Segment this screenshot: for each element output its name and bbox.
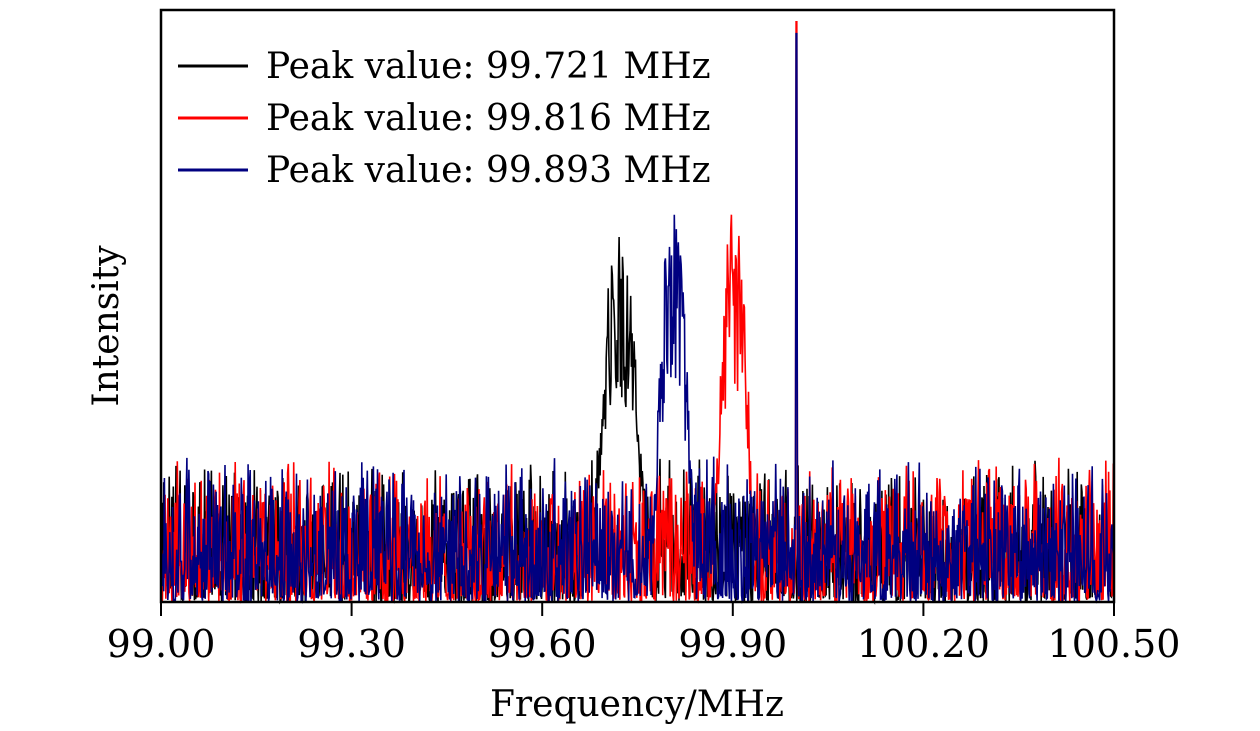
legend-entry: Peak value: 99.816 MHz <box>266 98 711 139</box>
x-ticks: 99.00 99.30 99.60 99.90 100.20 100.50 <box>107 602 1181 666</box>
series-layer <box>160 20 1115 605</box>
x-tick-label: 100.20 <box>857 622 990 666</box>
legend: Peak value: 99.721 MHz Peak value: 99.816… <box>178 46 711 191</box>
x-tick-label: 99.00 <box>107 622 216 666</box>
x-tick-label: 99.30 <box>297 622 406 666</box>
x-tick-label: 100.50 <box>1048 622 1181 666</box>
legend-entry: Peak value: 99.893 MHz <box>266 150 711 191</box>
y-axis-label: Intensity <box>86 245 127 407</box>
x-axis-label: Frequency/MHz <box>490 684 784 725</box>
x-tick-label: 99.90 <box>678 622 787 666</box>
legend-entry: Peak value: 99.721 MHz <box>266 46 711 87</box>
series-line <box>160 32 1115 604</box>
x-tick-label: 99.60 <box>488 622 597 666</box>
plot-frame <box>159 8 1116 604</box>
